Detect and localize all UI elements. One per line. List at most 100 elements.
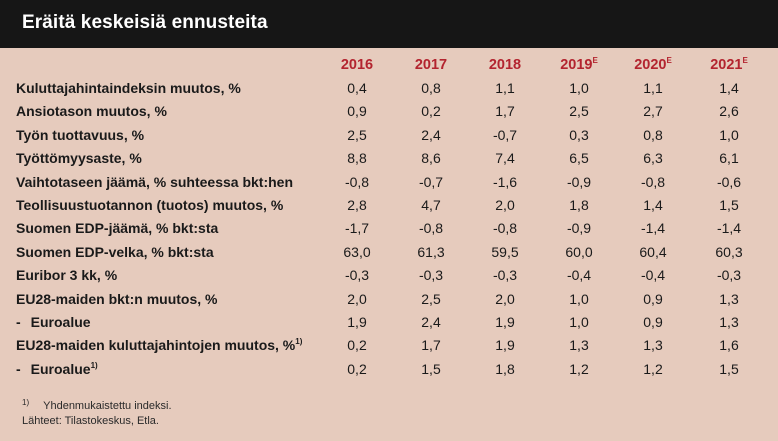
value-cell: 1,6: [719, 337, 739, 354]
value-cell: -0,7: [418, 173, 444, 190]
value-cell: 0,3: [569, 126, 589, 143]
table-row: Vaihtotaseen jäämä, % suhteessa bkt:hen -…: [16, 170, 768, 193]
value-cell: 2,4: [421, 313, 441, 330]
footnote-row: 1) Yhdenmukaistettu indeksi.: [22, 398, 172, 415]
row-label: EU28-maiden kuluttajahintojen muutos, %1…: [16, 334, 320, 357]
row-label: - Euroalue1): [16, 360, 98, 377]
row-label: Euribor 3 kk, %: [16, 264, 320, 287]
row-label: Teollisuustuotannon (tuotos) muutos, %: [16, 193, 320, 216]
value-cell: 2,0: [495, 197, 515, 214]
footnote-ref: 1): [90, 360, 98, 370]
value-cell: 1,1: [495, 80, 515, 97]
value-cell: 2,0: [495, 290, 515, 307]
value-cell: 0,9: [347, 103, 367, 120]
value-cell: 2,6: [719, 103, 739, 120]
value-cell: -0,4: [566, 267, 592, 284]
estimate-marker: E: [592, 56, 598, 66]
value-cell: 2,7: [643, 103, 663, 120]
value-cell: -1,6: [492, 173, 518, 190]
value-cell: 1,9: [347, 313, 367, 330]
row-label-text: Euroalue: [30, 360, 91, 377]
value-cell: 0,9: [643, 313, 663, 330]
value-cell: 1,3: [569, 337, 589, 354]
year-header: 2019E: [542, 53, 616, 76]
value-cell: 59,5: [491, 243, 519, 260]
value-cell: 1,4: [643, 197, 663, 214]
year-label: 2016: [340, 56, 374, 73]
table-row: Työttömyysaste, % 8,8 8,6 7,4 6,5 6,3 6,1: [16, 147, 768, 170]
value-cell: 2,5: [347, 126, 367, 143]
footnotes: 1) Yhdenmukaistettu indeksi. Lähteet: Til…: [22, 398, 172, 432]
value-cell: 63,0: [343, 243, 371, 260]
year-label: 2019: [560, 57, 593, 74]
value-cell: -0,3: [418, 267, 444, 284]
row-label: Suomen EDP-jäämä, % bkt:sta: [16, 217, 320, 240]
table-row: - Euroalue1) 0,2 1,5 1,8 1,2 1,2 1,5: [16, 357, 768, 380]
value-cell: 1,3: [719, 290, 739, 307]
value-cell: -0,4: [640, 267, 666, 284]
row-label-text: Vaihtotaseen jäämä, % suhteessa bkt:hen: [16, 173, 293, 190]
row-label-text: Suomen EDP-jäämä, % bkt:sta: [16, 220, 219, 237]
value-cell: 60,0: [565, 243, 593, 260]
year-header: 2016: [320, 53, 394, 76]
year-label: 2020: [634, 57, 667, 74]
table-row: Teollisuustuotannon (tuotos) muutos, % 2,…: [16, 193, 768, 216]
value-cell: -0,8: [492, 220, 518, 237]
row-label-text: EU28-maiden kuluttajahintojen muutos, %: [16, 337, 296, 354]
value-cell: 2,5: [569, 103, 589, 120]
value-cell: -1,7: [344, 220, 370, 237]
value-cell: 1,9: [495, 313, 515, 330]
value-cell: -1,4: [640, 220, 666, 237]
row-label: Työn tuottavuus, %: [16, 123, 320, 146]
value-cell: 0,4: [347, 80, 367, 97]
page-title: Eräitä keskeisiä ennusteita: [22, 12, 268, 33]
value-cell: 2,4: [421, 126, 441, 143]
value-cell: 1,7: [421, 337, 441, 354]
row-label-text: Teollisuustuotannon (tuotos) muutos, %: [16, 197, 284, 214]
value-cell: 1,4: [719, 80, 739, 97]
value-cell: 1,5: [421, 360, 441, 377]
value-cell: -0,8: [418, 220, 444, 237]
table-row: Suomen EDP-velka, % bkt:sta 63,0 61,3 59,5 6…: [16, 240, 768, 263]
header-row: 2016 2017 2018 2019E 2020E 2021E: [16, 53, 768, 76]
year-label: 2018: [488, 56, 522, 73]
table-row: Ansiotason muutos, % 0,9 0,2 1,7 2,5 2,7 2,6: [16, 100, 768, 123]
value-cell: 1,0: [569, 80, 589, 97]
value-cell: 1,3: [643, 337, 663, 354]
value-cell: 1,2: [643, 360, 663, 377]
value-cell: -0,6: [716, 173, 742, 190]
value-cell: -0,3: [716, 267, 742, 284]
value-cell: 1,0: [569, 290, 589, 307]
value-cell: 0,2: [347, 360, 367, 377]
value-cell: 1,8: [495, 360, 515, 377]
footnote-text: Yhdenmukaistettu indeksi.: [43, 400, 172, 412]
value-cell: 0,8: [421, 80, 441, 97]
value-cell: -0,9: [566, 220, 592, 237]
table-row: EU28-maiden bkt:n muutos, % 2,0 2,5 2,0 1,0 0…: [16, 287, 768, 310]
row-label-text: EU28-maiden bkt:n muutos, %: [16, 290, 218, 307]
value-cell: 2,5: [421, 290, 441, 307]
row-label-text: Euribor 3 kk, %: [16, 267, 118, 284]
title-bar: Eräitä keskeisiä ennusteita: [0, 0, 778, 48]
row-label-text: Kuluttajahintaindeksin muutos, %: [16, 80, 241, 97]
value-cell: -1,4: [716, 220, 742, 237]
table-row: Työn tuottavuus, % 2,5 2,4 -0,7 0,3 0,8 1,0: [16, 123, 768, 146]
table-row: Euribor 3 kk, % -0,3 -0,3 -0,3 -0,4 -0,4 -0,3: [16, 264, 768, 287]
value-cell: 8,6: [421, 150, 441, 167]
table-row: Suomen EDP-jäämä, % bkt:sta -1,7 -0,8 -0,8 -…: [16, 217, 768, 240]
value-cell: 6,1: [719, 150, 739, 167]
table-row: EU28-maiden kuluttajahintojen muutos, % 1…: [16, 334, 768, 357]
row-label-text: Ansiotason muutos, %: [16, 103, 167, 120]
value-cell: 2,0: [347, 290, 367, 307]
value-cell: 7,4: [495, 150, 515, 167]
value-cell: 1,5: [719, 197, 739, 214]
value-cell: 60,3: [715, 243, 743, 260]
year-header: 2020E: [616, 53, 690, 76]
estimate-marker: E: [666, 56, 672, 66]
header-label-cell: [16, 53, 320, 76]
footnote-marker: 1): [22, 398, 30, 407]
value-cell: 60,4: [639, 243, 667, 260]
value-cell: 4,7: [421, 197, 441, 214]
value-cell: -0,3: [492, 267, 518, 284]
